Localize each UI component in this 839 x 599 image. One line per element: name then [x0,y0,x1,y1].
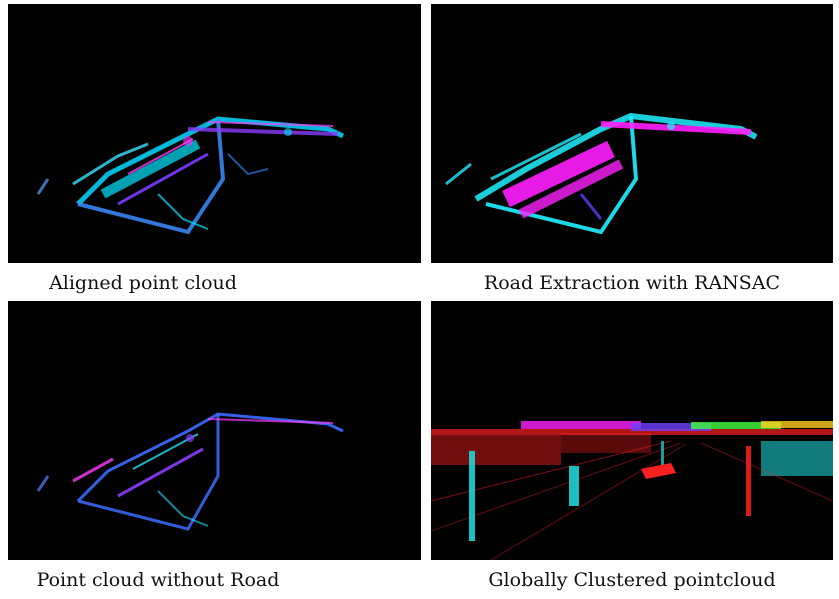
caption-point-cloud-without-road: Point cloud without Road [36,569,280,591]
caption-aligned-point-cloud: Aligned point cloud [49,272,237,294]
caption-road-extraction: Road Extraction with RANSAC [483,272,781,294]
caption-globally-clustered: Globally Clustered pointcloud [488,569,776,591]
road-extraction-image [431,4,833,263]
point-cloud-without-road-image [8,301,421,560]
clustered-pointcloud-image [431,301,833,560]
aligned-point-cloud-image [8,4,421,263]
